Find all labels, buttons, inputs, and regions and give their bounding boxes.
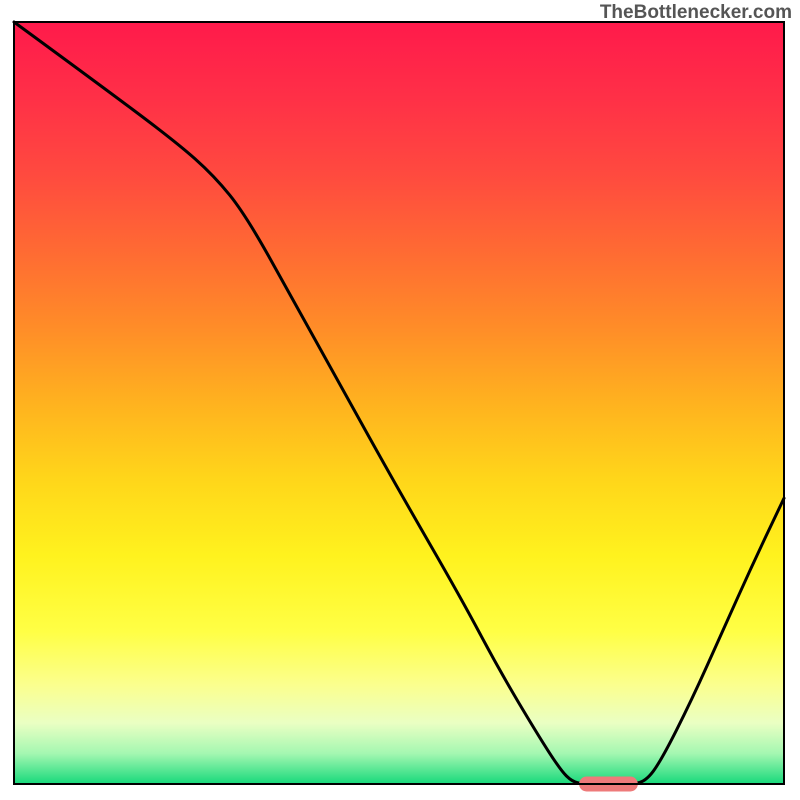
- chart-container: TheBottlenecker.com: [0, 0, 800, 800]
- plot-background: [14, 22, 784, 784]
- bottleneck-chart: [0, 0, 800, 800]
